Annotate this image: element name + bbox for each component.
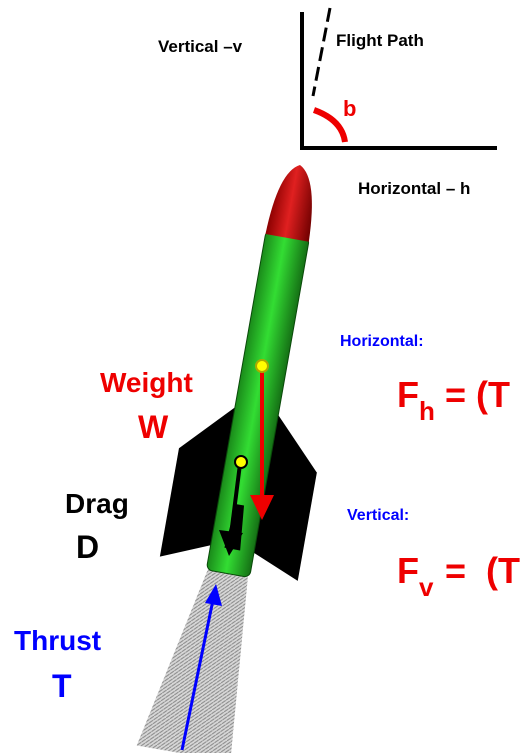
equation-rhs: = (T — [445, 374, 510, 415]
rocket-diagram: Vertical –v Flight Path b Horizontal – h… — [0, 0, 525, 753]
angle-label: b — [343, 96, 356, 121]
weight-symbol: W — [138, 409, 169, 445]
angle-arc — [314, 110, 345, 142]
thrust-label: Thrust — [14, 625, 101, 656]
center-of-pressure — [235, 456, 247, 468]
horizontal-heading: Horizontal: — [340, 333, 424, 350]
equation-symbol: F — [397, 374, 419, 415]
weight-label: Weight — [100, 367, 193, 398]
drag-label: Drag — [65, 488, 129, 519]
center-of-gravity — [256, 360, 268, 372]
equation-subscript: h — [419, 396, 435, 426]
rocket — [127, 153, 369, 753]
nose-cone — [265, 161, 321, 242]
flight-path-line — [313, 8, 330, 96]
flight-path-label: Flight Path — [336, 31, 424, 50]
equation-rhs: = (T — [445, 550, 520, 591]
horizontal-label: Horizontal – h — [358, 179, 470, 198]
vertical-heading: Vertical: — [347, 507, 409, 524]
equation-subscript: v — [419, 572, 434, 602]
equation-symbol: F — [397, 550, 419, 591]
thrust-symbol: T — [52, 668, 72, 704]
vertical-label: Vertical –v — [158, 37, 243, 56]
drag-symbol: D — [76, 529, 99, 565]
